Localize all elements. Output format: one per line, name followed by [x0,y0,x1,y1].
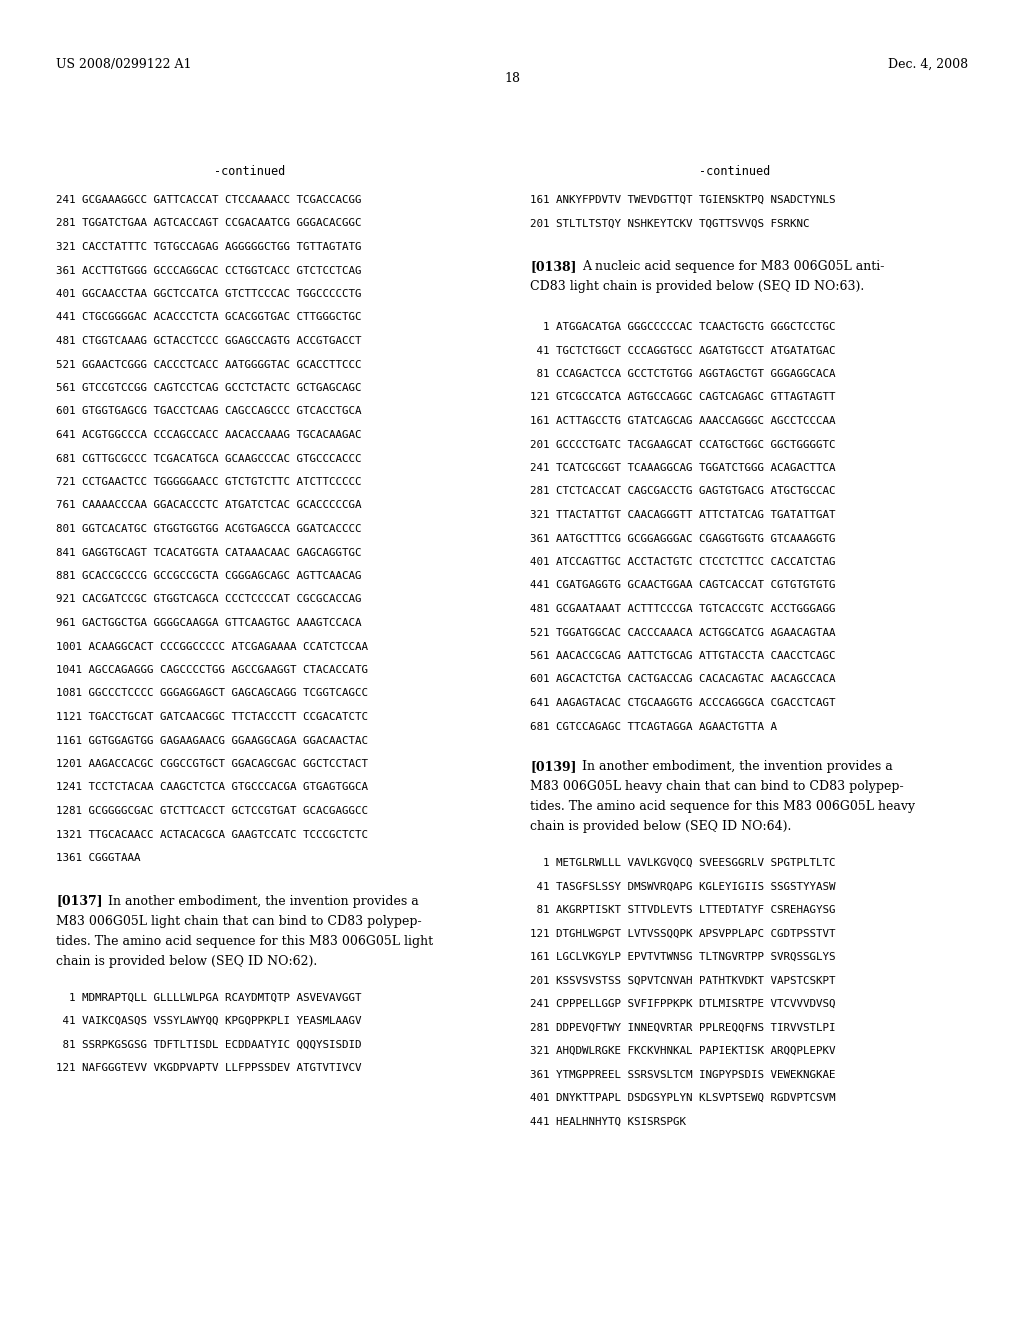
Text: 41 VAIKCQASQS VSSYLAWYQQ KPGQPPKPLI YEASMLAAGV: 41 VAIKCQASQS VSSYLAWYQQ KPGQPPKPLI YEAS… [56,1016,361,1026]
Text: 401 ATCCAGTTGC ACCTACTGTC CTCCTCTTCC CACCATCTAG: 401 ATCCAGTTGC ACCTACTGTC CTCCTCTTCC CAC… [530,557,836,568]
Text: 321 AHQDWLRGKE FKCKVHNKAL PAPIEKTISK ARQQPLEPKV: 321 AHQDWLRGKE FKCKVHNKAL PAPIEKTISK ARQ… [530,1045,836,1056]
Text: A nucleic acid sequence for M83 006G05L anti-: A nucleic acid sequence for M83 006G05L … [582,260,885,273]
Text: 121 DTGHLWGPGT LVTVSSQQPK APSVPPLAPC CGDTPSSTVT: 121 DTGHLWGPGT LVTVSSQQPK APSVPPLAPC CGD… [530,928,836,939]
Text: 201 GCCCCTGATC TACGAAGCAT CCATGCTGGC GGCTGGGGTC: 201 GCCCCTGATC TACGAAGCAT CCATGCTGGC GGC… [530,440,836,450]
Text: 121 GTCGCCATCA AGTGCCAGGC CAGTCAGAGC GTTAGTAGTT: 121 GTCGCCATCA AGTGCCAGGC CAGTCAGAGC GTT… [530,392,836,403]
Text: 281 TGGATCTGAA AGTCACCAGT CCGACAATCG GGGACACGGC: 281 TGGATCTGAA AGTCACCAGT CCGACAATCG GGG… [56,219,361,228]
Text: US 2008/0299122 A1: US 2008/0299122 A1 [56,58,191,71]
Text: 361 ACCTTGTGGG GCCCAGGCAC CCTGGTCACC GTCTCCTCAG: 361 ACCTTGTGGG GCCCAGGCAC CCTGGTCACC GTC… [56,265,361,276]
Text: 1161 GGTGGAGTGG GAGAAGAACG GGAAGGCAGA GGACAACTAC: 1161 GGTGGAGTGG GAGAAGAACG GGAAGGCAGA GG… [56,735,368,746]
Text: 481 GCGAATAAAT ACTTTCCCGA TGTCACCGTC ACCTGGGAGG: 481 GCGAATAAAT ACTTTCCCGA TGTCACCGTC ACC… [530,605,836,614]
Text: 1281 GCGGGGCGAC GTCTTCACCT GCTCCGTGAT GCACGAGGCC: 1281 GCGGGGCGAC GTCTTCACCT GCTCCGTGAT GC… [56,807,368,816]
Text: In another embodiment, the invention provides a: In another embodiment, the invention pro… [108,895,419,908]
Text: 641 ACGTGGCCCA CCCAGCCACC AACACCAAAG TGCACAAGAC: 641 ACGTGGCCCA CCCAGCCACC AACACCAAAG TGC… [56,430,361,440]
Text: 761 CAAAACCCAA GGACACCCTC ATGATCTCAC GCACCCCCGA: 761 CAAAACCCAA GGACACCCTC ATGATCTCAC GCA… [56,500,361,511]
Text: 81 CCAGACTCCA GCCTCTGTGG AGGTAGCTGT GGGAGGCACA: 81 CCAGACTCCA GCCTCTGTGG AGGTAGCTGT GGGA… [530,370,836,379]
Text: 121 NAFGGGTEVV VKGDPVAPTV LLFPPSSDEV ATGTVTIVCV: 121 NAFGGGTEVV VKGDPVAPTV LLFPPSSDEV ATG… [56,1063,361,1073]
Text: 241 CPPPELLGGP SVFIFPPKPK DTLMISRTPE VTCVVVDVSQ: 241 CPPPELLGGP SVFIFPPKPK DTLMISRTPE VTC… [530,999,836,1008]
Text: 521 GGAACTCGGG CACCCTCACC AATGGGGTAC GCACCTTCCC: 521 GGAACTCGGG CACCCTCACC AATGGGGTAC GCA… [56,359,361,370]
Text: -continued: -continued [699,165,771,178]
Text: 481 CTGGTCAAAG GCTACCTCCC GGAGCCAGTG ACCGTGACCT: 481 CTGGTCAAAG GCTACCTCCC GGAGCCAGTG ACC… [56,337,361,346]
Text: tides. The amino acid sequence for this M83 006G05L heavy: tides. The amino acid sequence for this … [530,800,915,813]
Text: chain is provided below (SEQ ID NO:62).: chain is provided below (SEQ ID NO:62). [56,954,317,968]
Text: Dec. 4, 2008: Dec. 4, 2008 [888,58,968,71]
Text: 361 YTMGPPREEL SSRSVSLTCM INGPYPSDIS VEWEKNGKAE: 361 YTMGPPREEL SSRSVSLTCM INGPYPSDIS VEW… [530,1069,836,1080]
Text: 601 AGCACTCTGA CACTGACCAG CACACAGTAC AACAGCCACA: 601 AGCACTCTGA CACTGACCAG CACACAGTAC AAC… [530,675,836,685]
Text: 161 LGCLVKGYLP EPVTVTWNSG TLTNGVRTPP SVRQSSGLYS: 161 LGCLVKGYLP EPVTVTWNSG TLTNGVRTPP SVR… [530,952,836,962]
Text: 401 GGCAACCTAA GGCTCCATCA GTCTTCCCAC TGGCCCCCTG: 401 GGCAACCTAA GGCTCCATCA GTCTTCCCAC TGG… [56,289,361,300]
Text: 1121 TGACCTGCAT GATCAACGGC TTCTACCCTT CCGACATCTC: 1121 TGACCTGCAT GATCAACGGC TTCTACCCTT CC… [56,711,368,722]
Text: 641 AAGAGTACAC CTGCAAGGTG ACCCAGGGCA CGACCTCAGT: 641 AAGAGTACAC CTGCAAGGTG ACCCAGGGCA CGA… [530,698,836,708]
Text: 1 METGLRWLLL VAVLKGVQCQ SVEESGGRLV SPGTPLTLTC: 1 METGLRWLLL VAVLKGVQCQ SVEESGGRLV SPGTP… [530,858,836,869]
Text: 201 STLTLTSTQY NSHKEYTCKV TQGTTSVVQS FSRKNC: 201 STLTLTSTQY NSHKEYTCKV TQGTTSVVQS FSR… [530,219,810,228]
Text: [0137]: [0137] [56,895,102,908]
Text: 321 CACCTATTTC TGTGCCAGAG AGGGGGCTGG TGTTAGTATG: 321 CACCTATTTC TGTGCCAGAG AGGGGGCTGG TGT… [56,242,361,252]
Text: 601 GTGGTGAGCG TGACCTCAAG CAGCCAGCCC GTCACCTGCA: 601 GTGGTGAGCG TGACCTCAAG CAGCCAGCCC GTC… [56,407,361,417]
Text: 441 CTGCGGGGAC ACACCCTCTA GCACGGTGAC CTTGGGCTGC: 441 CTGCGGGGAC ACACCCTCTA GCACGGTGAC CTT… [56,313,361,322]
Text: 41 TASGFSLSSY DMSWVRQAPG KGLEYIGIIS SSGSTYYASW: 41 TASGFSLSSY DMSWVRQAPG KGLEYIGIIS SSGS… [530,882,836,891]
Text: 521 TGGATGGCAC CACCCAAACA ACTGGCATCG AGAACAGTAA: 521 TGGATGGCAC CACCCAAACA ACTGGCATCG AGA… [530,627,836,638]
Text: 401 DNYKTTPAPL DSDGSYPLYN KLSVPTSEWQ RGDVPTCSVM: 401 DNYKTTPAPL DSDGSYPLYN KLSVPTSEWQ RGD… [530,1093,836,1104]
Text: 81 AKGRPTISKT STTVDLEVTS LTTEDTATYF CSREHAGYSG: 81 AKGRPTISKT STTVDLEVTS LTTEDTATYF CSRE… [530,906,836,915]
Text: 81 SSRPKGSGSG TDFTLTISDL ECDDAATYIC QQQYSISDID: 81 SSRPKGSGSG TDFTLTISDL ECDDAATYIC QQQY… [56,1040,361,1049]
Text: 1201 AAGACCACGC CGGCCGTGCT GGACAGCGAC GGCTCCTACT: 1201 AAGACCACGC CGGCCGTGCT GGACAGCGAC GG… [56,759,368,770]
Text: 1041 AGCCAGAGGG CAGCCCCTGG AGCCGAAGGT CTACACCATG: 1041 AGCCAGAGGG CAGCCCCTGG AGCCGAAGGT CT… [56,665,368,675]
Text: 1321 TTGCACAACC ACTACACGCA GAAGTCCATC TCCCGCTCTC: 1321 TTGCACAACC ACTACACGCA GAAGTCCATC TC… [56,829,368,840]
Text: 161 ANKYFPDVTV TWEVDGTTQT TGIENSKTPQ NSADCTYNLS: 161 ANKYFPDVTV TWEVDGTTQT TGIENSKTPQ NSA… [530,195,836,205]
Text: 281 CTCTCACCAT CAGCGACCTG GAGTGTGACG ATGCTGCCAC: 281 CTCTCACCAT CAGCGACCTG GAGTGTGACG ATG… [530,487,836,496]
Text: chain is provided below (SEQ ID NO:64).: chain is provided below (SEQ ID NO:64). [530,820,792,833]
Text: In another embodiment, the invention provides a: In another embodiment, the invention pro… [582,760,893,774]
Text: 1001 ACAAGGCACT CCCGGCCCCC ATCGAGAAAA CCATCTCCAA: 1001 ACAAGGCACT CCCGGCCCCC ATCGAGAAAA CC… [56,642,368,652]
Text: 681 CGTCCAGAGC TTCAGTAGGA AGAACTGTTA A: 681 CGTCCAGAGC TTCAGTAGGA AGAACTGTTA A [530,722,777,731]
Text: 1 MDMRAPTQLL GLLLLWLPGA RCAYDMTQTP ASVEVAVGGT: 1 MDMRAPTQLL GLLLLWLPGA RCAYDMTQTP ASVEV… [56,993,361,1002]
Text: 241 GCGAAAGGCC GATTCACCAT CTCCAAAACC TCGACCACGG: 241 GCGAAAGGCC GATTCACCAT CTCCAAAACC TCG… [56,195,361,205]
Text: M83 006G05L light chain that can bind to CD83 polypep-: M83 006G05L light chain that can bind to… [56,915,422,928]
Text: 441 CGATGAGGTG GCAACTGGAA CAGTCACCAT CGTGTGTGTG: 441 CGATGAGGTG GCAACTGGAA CAGTCACCAT CGT… [530,581,836,590]
Text: 1241 TCCTCTACAA CAAGCTCTCA GTGCCCACGA GTGAGTGGCA: 1241 TCCTCTACAA CAAGCTCTCA GTGCCCACGA GT… [56,783,368,792]
Text: [0138]: [0138] [530,260,577,273]
Text: -continued: -continued [214,165,286,178]
Text: 561 GTCCGTCCGG CAGTCCTCAG GCCTCTACTC GCTGAGCAGC: 561 GTCCGTCCGG CAGTCCTCAG GCCTCTACTC GCT… [56,383,361,393]
Text: [0139]: [0139] [530,760,577,774]
Text: 201 KSSVSVSTSS SQPVTCNVAH PATHTKVDKT VAPSTCSKPT: 201 KSSVSVSTSS SQPVTCNVAH PATHTKVDKT VAP… [530,975,836,986]
Text: 18: 18 [504,73,520,84]
Text: 321 TTACTATTGT CAACAGGGTT ATTCTATCAG TGATATTGAT: 321 TTACTATTGT CAACAGGGTT ATTCTATCAG TGA… [530,510,836,520]
Text: 681 CGTTGCGCCC TCGACATGCA GCAAGCCCAC GTGCCCACCC: 681 CGTTGCGCCC TCGACATGCA GCAAGCCCAC GTG… [56,454,361,463]
Text: 961 GACTGGCTGA GGGGCAAGGA GTTCAAGTGC AAAGTCCACA: 961 GACTGGCTGA GGGGCAAGGA GTTCAAGTGC AAA… [56,618,361,628]
Text: 161 ACTTAGCCTG GTATCAGCAG AAACCAGGGC AGCCTCCCAA: 161 ACTTAGCCTG GTATCAGCAG AAACCAGGGC AGC… [530,416,836,426]
Text: 281 DDPEVQFTWY INNEQVRTAR PPLREQQFNS TIRVVSTLPI: 281 DDPEVQFTWY INNEQVRTAR PPLREQQFNS TIR… [530,1023,836,1032]
Text: 1 ATGGACATGA GGGCCCCCAC TCAACTGCTG GGGCTCCTGC: 1 ATGGACATGA GGGCCCCCAC TCAACTGCTG GGGCT… [530,322,836,333]
Text: 241 TCATCGCGGT TCAAAGGCAG TGGATCTGGG ACAGACTTCA: 241 TCATCGCGGT TCAAAGGCAG TGGATCTGGG ACA… [530,463,836,473]
Text: 881 GCACCGCCCG GCCGCCGCTA CGGGAGCAGC AGTTCAACAG: 881 GCACCGCCCG GCCGCCGCTA CGGGAGCAGC AGT… [56,572,361,581]
Text: 361 AATGCTTTCG GCGGAGGGAC CGAGGTGGTG GTCAAAGGTG: 361 AATGCTTTCG GCGGAGGGAC CGAGGTGGTG GTC… [530,533,836,544]
Text: CD83 light chain is provided below (SEQ ID NO:63).: CD83 light chain is provided below (SEQ … [530,280,864,293]
Text: tides. The amino acid sequence for this M83 006G05L light: tides. The amino acid sequence for this … [56,935,433,948]
Text: 561 AACACCGCAG AATTCTGCAG ATTGTACCTA CAACCTCAGC: 561 AACACCGCAG AATTCTGCAG ATTGTACCTA CAA… [530,651,836,661]
Text: 41 TGCTCTGGCT CCCAGGTGCC AGATGTGCCT ATGATATGAC: 41 TGCTCTGGCT CCCAGGTGCC AGATGTGCCT ATGA… [530,346,836,355]
Text: 721 CCTGAACTCC TGGGGGAACC GTCTGTCTTC ATCTTCCCCC: 721 CCTGAACTCC TGGGGGAACC GTCTGTCTTC ATC… [56,477,361,487]
Text: 841 GAGGTGCAGT TCACATGGTA CATAAACAAC GAGCAGGTGC: 841 GAGGTGCAGT TCACATGGTA CATAAACAAC GAG… [56,548,361,557]
Text: 1081 GGCCCTCCCC GGGAGGAGCT GAGCAGCAGG TCGGTCAGCC: 1081 GGCCCTCCCC GGGAGGAGCT GAGCAGCAGG TC… [56,689,368,698]
Text: 441 HEALHNHYTQ KSISRSPGK: 441 HEALHNHYTQ KSISRSPGK [530,1117,686,1126]
Text: 1361 CGGGTAAA: 1361 CGGGTAAA [56,853,140,863]
Text: 921 CACGATCCGC GTGGTCAGCA CCCTCCCCAT CGCGCACCAG: 921 CACGATCCGC GTGGTCAGCA CCCTCCCCAT CGC… [56,594,361,605]
Text: 801 GGTCACATGC GTGGTGGTGG ACGTGAGCCA GGATCACCCC: 801 GGTCACATGC GTGGTGGTGG ACGTGAGCCA GGA… [56,524,361,535]
Text: M83 006G05L heavy chain that can bind to CD83 polypep-: M83 006G05L heavy chain that can bind to… [530,780,903,793]
